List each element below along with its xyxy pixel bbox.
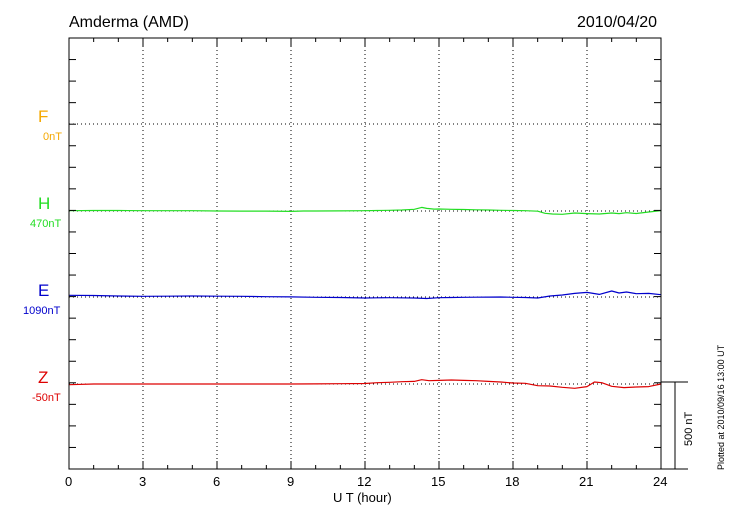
x-tick-label: 0 <box>65 474 73 489</box>
grid-lines <box>69 38 661 469</box>
series-baseline-e: 1090nT <box>23 305 61 317</box>
chart-date: 2010/04/20 <box>577 14 658 31</box>
x-tick-label: 15 <box>431 474 446 489</box>
series-baseline-h: 470nT <box>30 218 62 230</box>
series-label-h: H <box>38 194 51 213</box>
x-tick-label: 6 <box>213 474 221 489</box>
series-label-e: E <box>38 281 50 300</box>
x-tick-label: 12 <box>357 474 372 489</box>
series-line-e <box>68 290 662 300</box>
chart-title: Amderma (AMD) <box>69 14 190 31</box>
plot-credit: Plotted at 2010/09/16 13:00 UT <box>716 344 726 470</box>
series-baseline-z: -50nT <box>32 392 61 404</box>
axis-ticks <box>68 37 662 469</box>
series-label-z: Z <box>38 368 49 387</box>
series-baseline-f: 0nT <box>43 131 62 143</box>
x-axis-title: U T (hour) <box>333 490 392 505</box>
series-line-z <box>68 379 662 389</box>
series-line-h <box>68 206 662 215</box>
x-tick-label: 9 <box>287 474 295 489</box>
series-label-f: F <box>38 107 49 126</box>
x-tick-label: 21 <box>579 474 594 489</box>
scale-bar-label: 500 nT <box>683 411 695 446</box>
x-tick-label: 3 <box>139 474 147 489</box>
scale-bar <box>661 381 688 470</box>
series-traces <box>68 206 662 389</box>
x-tick-label: 24 <box>653 474 668 489</box>
x-tick-label: 18 <box>505 474 520 489</box>
